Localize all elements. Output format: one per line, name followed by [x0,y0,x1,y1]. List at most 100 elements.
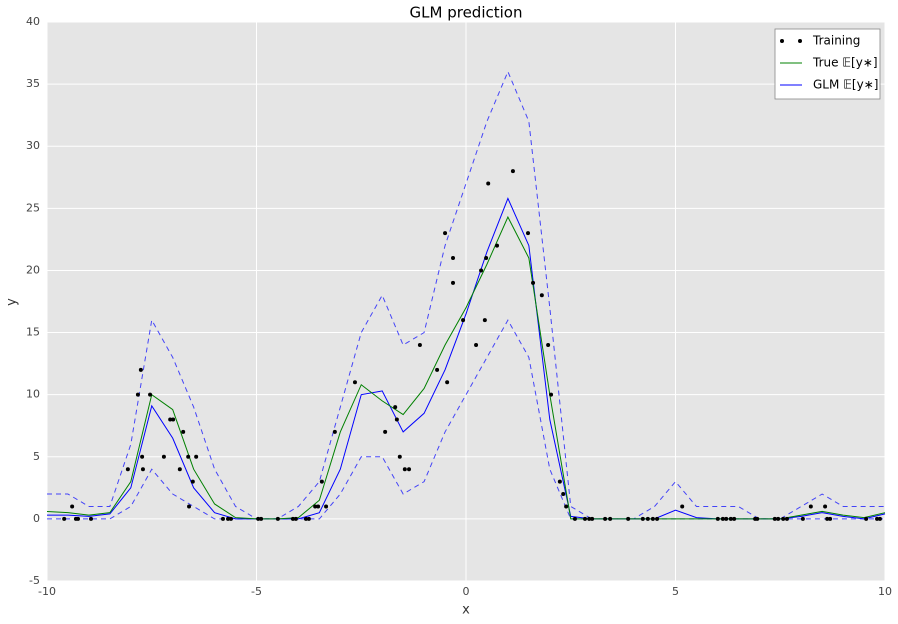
data-point [194,454,199,459]
data-point [140,467,145,472]
data-point [256,516,261,521]
data-point [397,454,402,459]
data-point [352,380,357,385]
data-point [608,516,613,521]
data-point [135,392,140,397]
data-point [526,231,531,236]
data-point [772,516,777,521]
data-point [557,479,562,484]
data-point [187,504,192,509]
data-point [303,516,308,521]
data-point [306,516,311,521]
data-point [715,516,720,521]
marks [46,70,886,521]
data-point [435,367,440,372]
data-point [148,392,153,397]
data-point [549,392,554,397]
data-point [168,417,173,422]
data-point [784,516,789,521]
data-point [394,417,399,422]
data-point [823,504,828,509]
data-point [479,268,484,273]
bound-line [47,70,885,520]
legend-marker [798,39,802,43]
data-point [181,429,186,434]
data-point [332,429,337,434]
data-point [451,280,456,285]
data-point [290,516,295,521]
data-point [293,516,298,521]
data-point [486,181,491,186]
data-point [650,516,655,521]
data-point [825,516,830,521]
data-point [70,504,75,509]
data-point [680,504,685,509]
data-point [640,516,645,521]
data-point [877,516,882,521]
legend-box [774,28,881,100]
data-point [171,417,176,422]
data-point [417,342,422,347]
data-point [140,454,145,459]
x-tick-label: 10 [878,585,892,598]
data-point [800,516,805,521]
data-point [808,504,813,509]
y-tick-label: 40 [26,15,40,28]
y-tick-label: -5 [29,574,40,587]
legend-label: Training [812,34,860,48]
y-tick-label: 25 [26,201,40,214]
data-point [587,516,592,521]
data-point [590,516,595,521]
data-point [564,504,569,509]
y-tick-label: 15 [26,326,40,339]
data-point [190,479,195,484]
chart-title: GLM prediction [410,4,523,22]
data-point [561,492,566,497]
data-point [582,516,587,521]
data-point [626,516,631,521]
data-point [161,454,166,459]
data-point [138,367,143,372]
data-point [220,516,225,521]
data-point [474,342,479,347]
data-point [275,516,280,521]
series-line [46,215,886,520]
x-tick-label: 5 [672,585,679,598]
data-point [572,516,577,521]
data-point [732,516,737,521]
data-point [88,516,93,521]
data-point [875,516,880,521]
x-tick-label: -10 [38,585,56,598]
data-point [720,516,725,521]
data-point [125,467,130,472]
data-point [319,479,324,484]
data-point [177,467,182,472]
data-point [226,516,231,521]
data-point [461,318,466,323]
data-point [393,405,398,410]
data-point [443,231,448,236]
data-point [186,454,191,459]
data-point [655,516,660,521]
data-point [603,516,608,521]
data-point [781,516,786,521]
data-point [76,516,81,521]
legend-label: GLM 𝔼[y∗] [813,78,878,92]
data-point [510,169,515,174]
data-point [724,516,729,521]
data-point [531,280,536,285]
data-point [728,516,733,521]
data-point [313,504,318,509]
data-point [402,467,407,472]
y-tick-label: 10 [26,388,40,401]
data-point [228,516,233,521]
data-point [383,429,388,434]
data-point [828,516,833,521]
y-tick-label: 35 [26,77,40,90]
data-point [776,516,781,521]
legend: Training True 𝔼[y∗] GLM 𝔼[y∗] [774,28,881,100]
data-point [539,293,544,298]
data-point [407,467,412,472]
legend-label: True 𝔼[y∗] [812,56,878,70]
